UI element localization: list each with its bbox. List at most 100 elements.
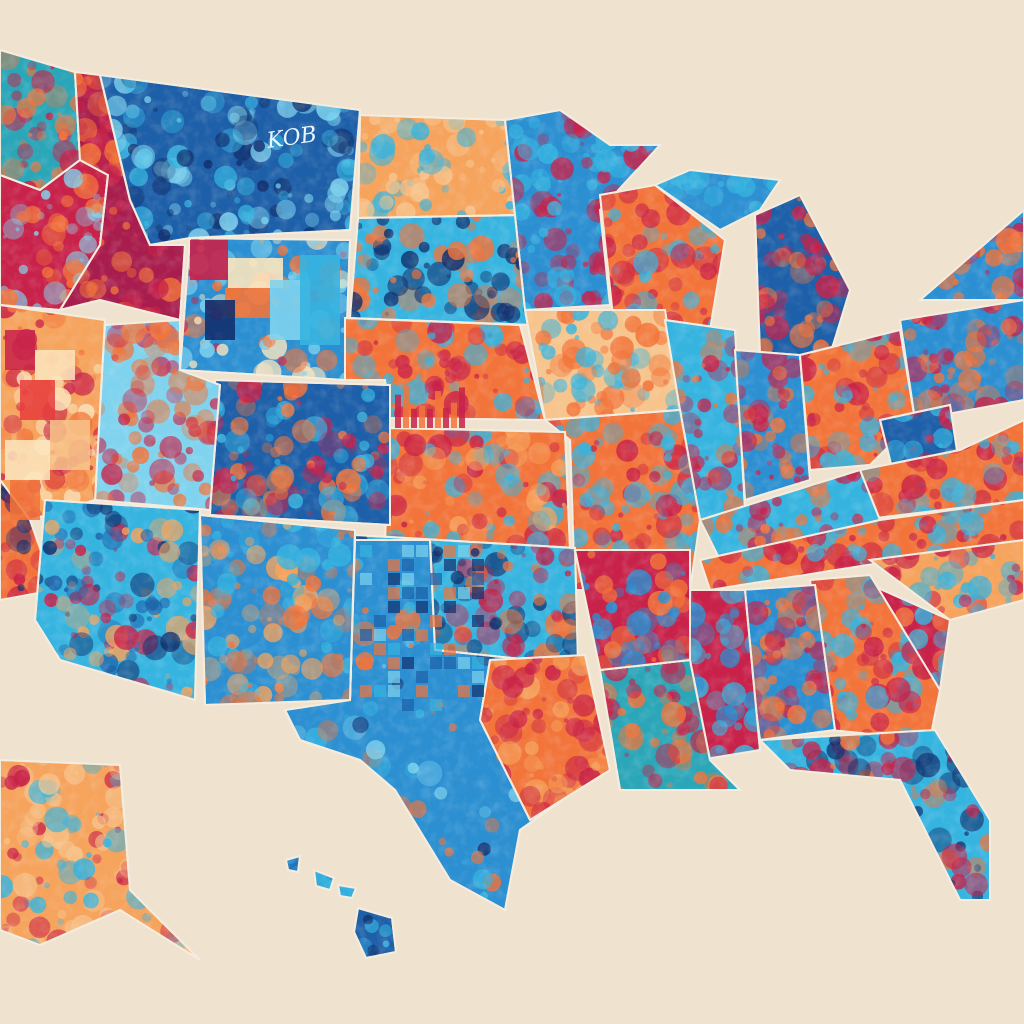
state-new-york <box>917 208 1024 301</box>
skyline-bar <box>395 394 401 428</box>
texas-grid-cell <box>402 657 414 669</box>
wyoming-block <box>190 240 228 280</box>
texas-grid-cell <box>374 685 386 697</box>
state-texture <box>760 730 990 900</box>
nevada-block <box>35 350 75 380</box>
state-texture <box>350 215 530 325</box>
state-iowa <box>523 309 682 422</box>
texas-grid-cell <box>458 685 470 697</box>
texas-grid-cell <box>472 559 484 571</box>
skyline-bar <box>435 391 441 428</box>
skyline-bar <box>419 405 425 428</box>
texture-layer <box>5 240 484 711</box>
texas-grid-cell <box>444 545 456 557</box>
skyline-bar <box>427 408 433 428</box>
texas-grid-cell <box>388 671 400 683</box>
state-texture <box>525 310 680 420</box>
state-michigan <box>753 193 852 356</box>
nevada-block <box>5 440 50 480</box>
texas-grid-cell <box>416 545 428 557</box>
state-pennsylvania <box>898 298 1024 422</box>
texas-grid-cell <box>402 699 414 711</box>
texas-grid-cell <box>360 573 372 585</box>
texas-grid-cell <box>388 643 400 655</box>
texas-grid-cell <box>444 559 456 571</box>
texas-grid-cell <box>416 629 428 641</box>
texas-grid-cell <box>444 601 456 613</box>
texas-grid-cell <box>360 629 372 641</box>
texas-grid-cell <box>388 657 400 669</box>
texas-grid-cell <box>458 587 470 599</box>
state-texture <box>755 195 850 355</box>
texas-grid-cell <box>430 573 442 585</box>
texas-grid-cell <box>402 629 414 641</box>
texas-grid-cell <box>416 685 428 697</box>
state-texas-east <box>478 653 612 822</box>
state-alaska <box>0 758 201 961</box>
texas-grid-cell <box>472 685 484 697</box>
texas-grid-cell <box>402 559 414 571</box>
wyoming-block <box>205 300 235 340</box>
state-florida <box>757 728 991 901</box>
state-texture <box>735 350 810 500</box>
skyline-bar <box>411 408 417 428</box>
wyoming-block <box>300 255 340 345</box>
texas-grid-cell <box>374 643 386 655</box>
texas-grid-cell <box>430 643 442 655</box>
state-indiana <box>733 348 812 502</box>
texas-grid-cell <box>472 657 484 669</box>
state-hawaii-2 <box>312 868 336 892</box>
state-hawaii-4 <box>352 906 398 960</box>
texas-grid-cell <box>472 587 484 599</box>
texas-grid-cell <box>472 615 484 627</box>
state-north-dakota <box>356 113 522 220</box>
state-texture <box>358 115 520 218</box>
state-new-mexico <box>198 513 357 707</box>
state-texture <box>385 428 570 548</box>
texas-grid-cell <box>416 601 428 613</box>
skyline-bar <box>403 385 409 428</box>
texas-grid-cell <box>374 629 386 641</box>
texas-grid-cell <box>430 657 442 669</box>
texas-grid-cell <box>444 657 456 669</box>
state-texture <box>200 515 355 705</box>
texas-grid-cell <box>444 643 456 655</box>
nevada-block <box>20 380 55 420</box>
state-arizona <box>33 498 202 702</box>
texas-grid-cell <box>430 699 442 711</box>
state-colorado <box>208 378 391 527</box>
texas-grid-cell <box>472 671 484 683</box>
state-texture <box>0 760 200 960</box>
texas-grid-cell <box>416 671 428 683</box>
texas-grid-cell <box>458 545 470 557</box>
texas-grid-cell <box>360 657 372 669</box>
nevada-block <box>10 480 40 520</box>
skyline-bar <box>451 402 457 428</box>
nevada-block <box>5 330 35 370</box>
state-south-dakota <box>348 213 532 327</box>
texas-grid-cell <box>402 587 414 599</box>
state-hawaii-3 <box>336 883 358 900</box>
skyline-bar <box>443 407 449 428</box>
texas-grid-cell <box>430 615 442 627</box>
skyline-bar <box>459 387 465 428</box>
texas-grid-cell <box>458 657 470 669</box>
states-layer <box>0 48 1024 961</box>
state-texture <box>314 870 334 890</box>
nevada-block <box>50 420 90 470</box>
texas-grid-cell <box>472 573 484 585</box>
state-hawaii-1 <box>284 854 302 874</box>
texas-grid-cell <box>388 601 400 613</box>
state-texture <box>920 210 1024 300</box>
texas-grid-cell <box>402 573 414 585</box>
texas-grid-cell <box>360 685 372 697</box>
texas-grid-cell <box>402 545 414 557</box>
texas-grid-cell <box>416 587 428 599</box>
texas-grid-cell <box>388 559 400 571</box>
texas-grid-cell <box>360 545 372 557</box>
state-texture <box>210 380 390 525</box>
texas-grid-cell <box>388 685 400 697</box>
texas-grid-cell <box>374 615 386 627</box>
texas-grid-cell <box>388 587 400 599</box>
